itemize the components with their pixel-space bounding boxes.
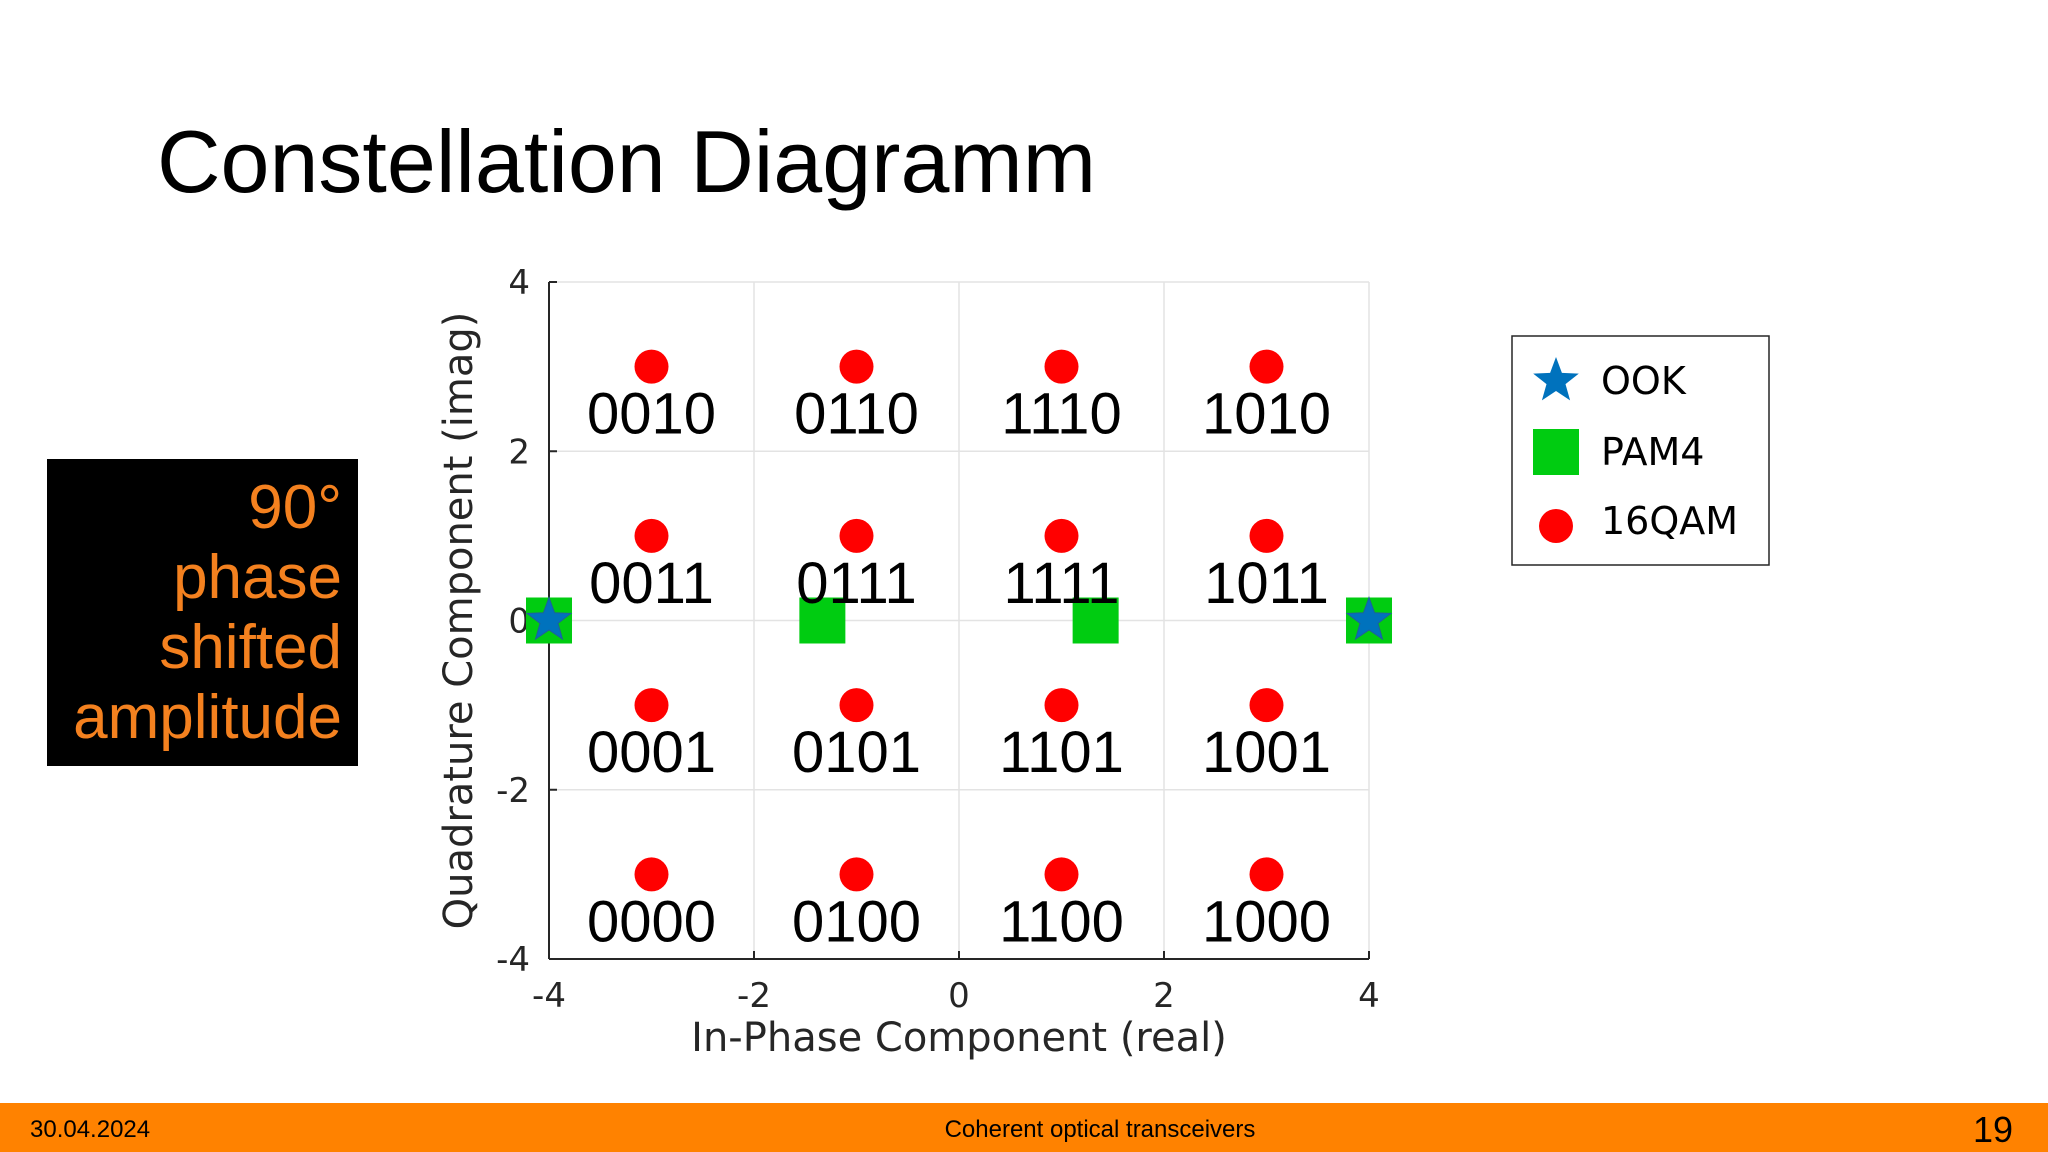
qam16-marker [1249, 349, 1284, 384]
legend-circle-icon [1539, 509, 1573, 543]
qam16-marker [1044, 349, 1079, 384]
symbol-bit-label: 0010 [587, 382, 716, 447]
symbol-bit-label: 1110 [1001, 382, 1121, 447]
ook-marker [525, 596, 573, 641]
symbol-bit-label: 1010 [1202, 382, 1331, 447]
symbol-bit-label: 1100 [999, 889, 1124, 954]
symbol-bit-label: 1001 [1202, 720, 1331, 785]
pam4-marker [799, 597, 846, 644]
y-tick-label: -4 [496, 940, 530, 980]
qam16-marker [1044, 857, 1079, 892]
pam4-marker [1072, 597, 1119, 644]
legend-square-icon [1533, 429, 1579, 475]
callout-box: 90° phase shifted amplitude [47, 459, 358, 766]
x-tick-label: -4 [532, 976, 566, 1016]
qam16-marker [1249, 857, 1284, 892]
qam16-marker [634, 349, 669, 384]
x-axis-label: In-Phase Component (real) [691, 1015, 1227, 1061]
legend-entry-label: OOK [1601, 359, 1687, 403]
symbol-bit-label: 0111 [796, 551, 916, 616]
x-tick-label: -2 [737, 976, 771, 1016]
x-tick-label: 2 [1153, 976, 1175, 1016]
qam16-marker [1249, 688, 1284, 723]
slide-title: Constellation Diagramm [157, 112, 1097, 211]
symbol-bit-label: 0011 [589, 551, 714, 616]
qam16-marker [1044, 688, 1079, 723]
page-number: 19 [1972, 1109, 2013, 1150]
y-axis-label: Quadrature Component (imag) [436, 312, 482, 930]
qam16-marker [634, 688, 669, 723]
footer-title: Coherent optical transceivers [944, 1116, 1256, 1143]
y-tick-label: 0 [508, 602, 530, 642]
callout-line: phase [173, 543, 342, 612]
callout-line: shifted [159, 613, 342, 682]
callout-line: amplitude [73, 683, 342, 752]
symbol-bit-label: 0001 [587, 720, 716, 785]
symbol-bit-label: 0100 [792, 889, 921, 954]
y-tick-label: 4 [508, 263, 530, 303]
qam16-marker [839, 518, 874, 553]
symbol-bit-label: 0000 [587, 889, 716, 954]
qam16-marker [634, 857, 669, 892]
qam16-marker [839, 349, 874, 384]
x-tick-label: 0 [948, 976, 970, 1016]
footer-date: 30.04.2024 [30, 1116, 151, 1143]
callout-line: 90° [248, 473, 342, 542]
qam16-marker [1249, 518, 1284, 553]
symbol-bit-label: 1111 [1003, 551, 1119, 616]
y-tick-label: -2 [496, 771, 530, 811]
symbol-bit-label: 1101 [999, 720, 1124, 785]
qam16-marker [634, 518, 669, 553]
legend-entry-label: 16QAM [1601, 499, 1738, 543]
constellation-chart: -4 -2 0 2 4 -4 -2 0 2 4 In-Phase Component (real) Q… [436, 263, 1770, 1061]
footer-bar: 30.04.2024 Coherent optical transceivers… [0, 1103, 2048, 1152]
ook-marker [1345, 596, 1393, 641]
qam16-marker [839, 688, 874, 723]
x-tick-label: 4 [1358, 976, 1380, 1016]
symbol-bit-label: 0101 [792, 720, 921, 785]
y-tick-label: 2 [508, 432, 530, 472]
qam16-marker [839, 857, 874, 892]
symbol-bit-label: 1011 [1204, 551, 1329, 616]
qam16-marker [1044, 518, 1079, 553]
symbol-bit-label: 1000 [1202, 889, 1331, 954]
legend-entry-label: PAM4 [1601, 430, 1704, 474]
legend-star-icon [1533, 357, 1579, 401]
symbol-bit-label: 0110 [794, 382, 919, 447]
